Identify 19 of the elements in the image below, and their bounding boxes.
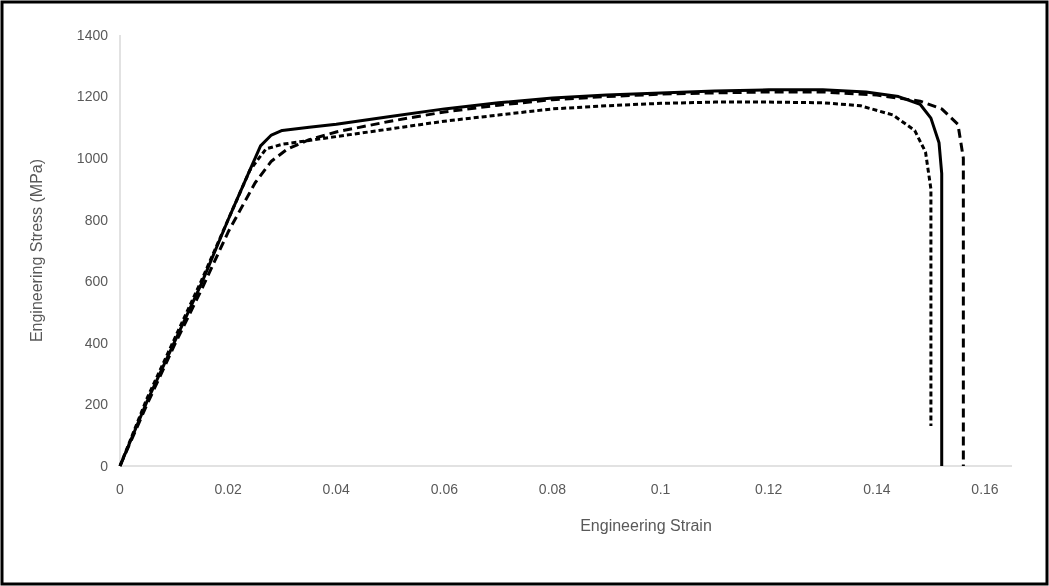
x-tick-label: 0.04 (322, 481, 351, 497)
y-tick-label: 1200 (76, 88, 109, 105)
x-axis-title: Engineering Strain (580, 517, 712, 534)
x-tick-label: 0.02 (214, 481, 242, 497)
y-tick-label: 1400 (76, 26, 109, 43)
x-tick-label: 0.14 (863, 481, 891, 497)
y-tick-label: 0 (100, 457, 109, 474)
x-tick-label: 0.12 (755, 481, 783, 497)
y-tick-label: 1000 (76, 150, 109, 167)
x-tick-label: 0.06 (430, 481, 459, 497)
x-tick-label: 0 (116, 481, 125, 497)
y-axis-title: Engineering Stress (MPa) (28, 158, 45, 343)
x-tick-label: 0.1 (650, 481, 671, 497)
y-tick-label: 800 (84, 211, 109, 228)
x-tick-label: 0.16 (971, 481, 999, 497)
y-tick-label: 200 (84, 396, 109, 413)
y-tick-label: 600 (84, 273, 109, 290)
x-tick-label: 0.08 (538, 481, 567, 497)
y-tick-label: 400 (84, 334, 109, 351)
